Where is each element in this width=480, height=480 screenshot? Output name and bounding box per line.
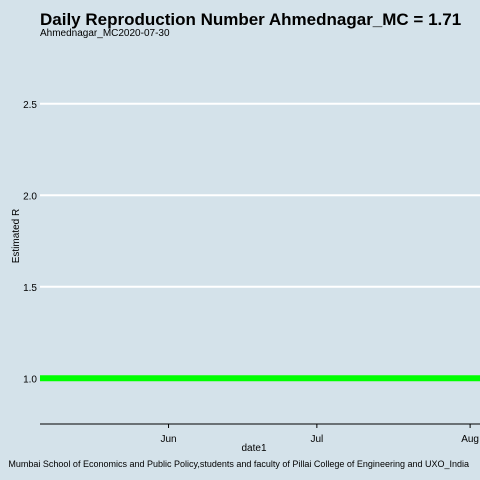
x-axis-label: date1 [241,443,266,454]
y-tick-label: 2.5 [23,100,37,111]
y-tick-label: 2.0 [23,191,37,202]
y-axis-ticks: 1.0 1.5 2.0 2.5 [23,100,37,386]
y-tick-label: 1.0 [23,374,37,385]
chart-subtitle: Ahmednagar_MC2020-07-30 [40,28,170,39]
x-axis-ticks: Jun Jul Aug [160,424,479,445]
x-tick-label: Aug [461,434,479,445]
chart-title: Daily Reproduction Number Ahmednagar_MC … [40,10,462,29]
y-tick-label: 1.5 [23,283,37,294]
y-axis-label: Estimated R [11,209,22,263]
grid-lines [40,102,480,380]
chart-caption: Mumbai School of Economics and Public Po… [8,459,469,469]
x-tick-label: Jul [310,434,323,445]
x-tick-label: Jun [160,434,176,445]
